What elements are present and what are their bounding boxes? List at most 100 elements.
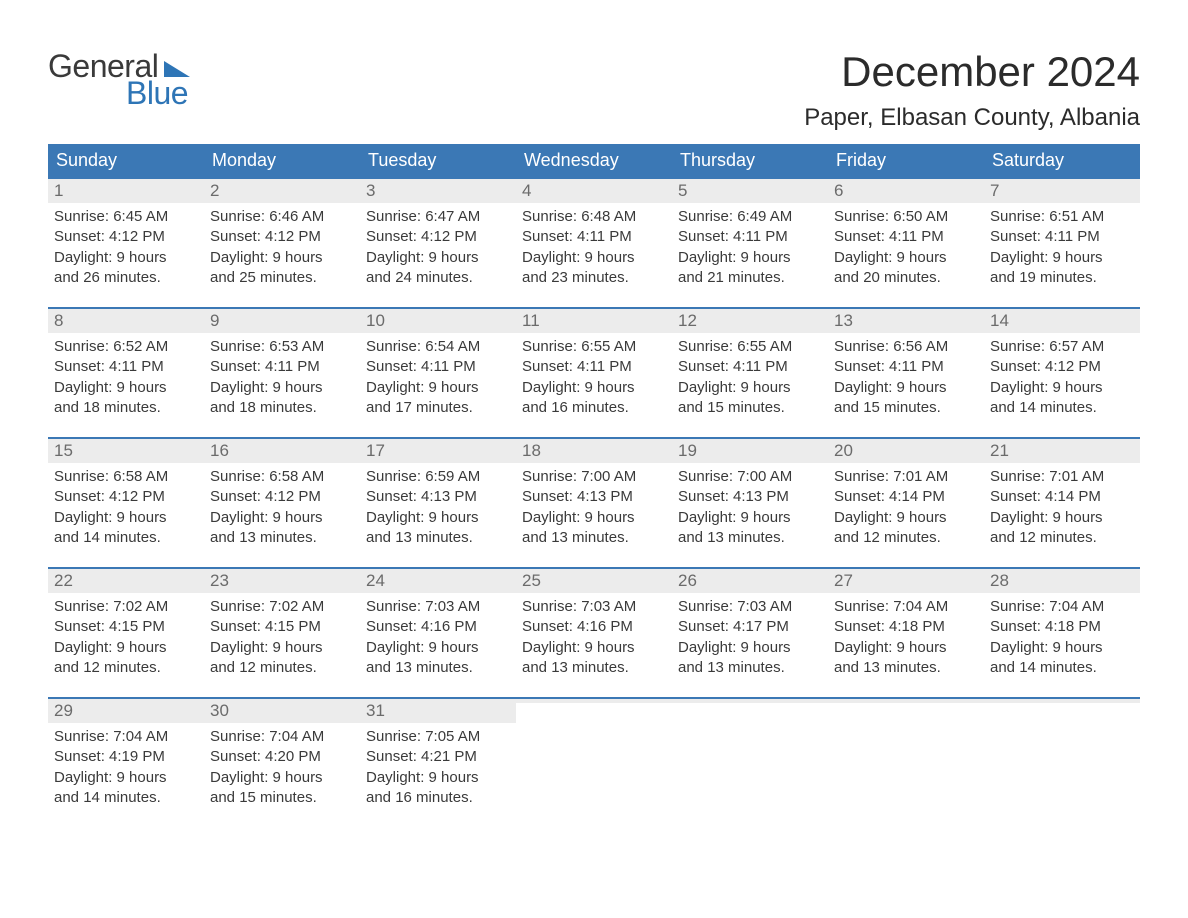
day-number: 22 <box>48 569 204 593</box>
day-d1: Daylight: 9 hours <box>54 248 198 268</box>
day-content: Sunrise: 6:47 AMSunset: 4:12 PMDaylight:… <box>360 203 516 304</box>
day-d1: Daylight: 9 hours <box>522 508 666 528</box>
day-content: Sunrise: 6:45 AMSunset: 4:12 PMDaylight:… <box>48 203 204 304</box>
day-sunset: Sunset: 4:21 PM <box>366 747 510 767</box>
day-number: 16 <box>204 439 360 463</box>
day-number: 20 <box>828 439 984 463</box>
day-d1: Daylight: 9 hours <box>210 508 354 528</box>
day-sunrise: Sunrise: 6:47 AM <box>366 207 510 227</box>
day-number: 2 <box>204 179 360 203</box>
day-number: 25 <box>516 569 672 593</box>
day-content: Sunrise: 6:48 AMSunset: 4:11 PMDaylight:… <box>516 203 672 304</box>
day-sunset: Sunset: 4:11 PM <box>834 357 978 377</box>
day-number: 10 <box>360 309 516 333</box>
logo: General Blue <box>48 48 190 112</box>
day-sunset: Sunset: 4:11 PM <box>678 357 822 377</box>
day-d1: Daylight: 9 hours <box>990 638 1134 658</box>
day-content: Sunrise: 7:04 AMSunset: 4:18 PMDaylight:… <box>984 593 1140 694</box>
day-header-sunday: Sunday <box>48 144 204 177</box>
day-d1: Daylight: 9 hours <box>210 768 354 788</box>
day-d2: and 14 minutes. <box>54 788 198 808</box>
day-sunrise: Sunrise: 6:52 AM <box>54 337 198 357</box>
day-number: 13 <box>828 309 984 333</box>
location: Paper, Elbasan County, Albania <box>804 104 1140 132</box>
day-d2: and 14 minutes. <box>990 398 1134 418</box>
day-content: Sunrise: 6:51 AMSunset: 4:11 PMDaylight:… <box>984 203 1140 304</box>
calendar: Sunday Monday Tuesday Wednesday Thursday… <box>48 144 1140 827</box>
day-number: 23 <box>204 569 360 593</box>
day-sunset: Sunset: 4:11 PM <box>678 227 822 247</box>
day-d1: Daylight: 9 hours <box>834 638 978 658</box>
day-cell: 30Sunrise: 7:04 AMSunset: 4:20 PMDayligh… <box>204 699 360 827</box>
day-d2: and 12 minutes. <box>210 658 354 678</box>
day-sunset: Sunset: 4:12 PM <box>366 227 510 247</box>
day-d1: Daylight: 9 hours <box>522 378 666 398</box>
day-headers: Sunday Monday Tuesday Wednesday Thursday… <box>48 144 1140 177</box>
day-content: Sunrise: 6:54 AMSunset: 4:11 PMDaylight:… <box>360 333 516 434</box>
day-sunset: Sunset: 4:11 PM <box>522 357 666 377</box>
day-sunset: Sunset: 4:12 PM <box>210 487 354 507</box>
day-sunrise: Sunrise: 7:03 AM <box>366 597 510 617</box>
day-sunrise: Sunrise: 6:51 AM <box>990 207 1134 227</box>
day-number: 8 <box>48 309 204 333</box>
day-d2: and 15 minutes. <box>834 398 978 418</box>
day-cell: 16Sunrise: 6:58 AMSunset: 4:12 PMDayligh… <box>204 439 360 567</box>
day-cell: 2Sunrise: 6:46 AMSunset: 4:12 PMDaylight… <box>204 179 360 307</box>
day-cell <box>828 699 984 827</box>
day-content: Sunrise: 7:01 AMSunset: 4:14 PMDaylight:… <box>984 463 1140 564</box>
day-sunset: Sunset: 4:15 PM <box>210 617 354 637</box>
day-sunrise: Sunrise: 7:01 AM <box>990 467 1134 487</box>
day-sunrise: Sunrise: 6:48 AM <box>522 207 666 227</box>
day-d2: and 13 minutes. <box>522 658 666 678</box>
day-number: 27 <box>828 569 984 593</box>
day-cell: 25Sunrise: 7:03 AMSunset: 4:16 PMDayligh… <box>516 569 672 697</box>
day-header-monday: Monday <box>204 144 360 177</box>
day-cell: 20Sunrise: 7:01 AMSunset: 4:14 PMDayligh… <box>828 439 984 567</box>
day-d1: Daylight: 9 hours <box>678 248 822 268</box>
day-number: 3 <box>360 179 516 203</box>
day-cell: 19Sunrise: 7:00 AMSunset: 4:13 PMDayligh… <box>672 439 828 567</box>
day-header-friday: Friday <box>828 144 984 177</box>
day-d1: Daylight: 9 hours <box>210 248 354 268</box>
week-row: 15Sunrise: 6:58 AMSunset: 4:12 PMDayligh… <box>48 437 1140 567</box>
day-sunrise: Sunrise: 7:04 AM <box>210 727 354 747</box>
day-cell: 14Sunrise: 6:57 AMSunset: 4:12 PMDayligh… <box>984 309 1140 437</box>
day-content: Sunrise: 6:57 AMSunset: 4:12 PMDaylight:… <box>984 333 1140 434</box>
day-sunrise: Sunrise: 6:57 AM <box>990 337 1134 357</box>
day-sunset: Sunset: 4:19 PM <box>54 747 198 767</box>
day-content: Sunrise: 7:04 AMSunset: 4:20 PMDaylight:… <box>204 723 360 824</box>
day-sunrise: Sunrise: 7:00 AM <box>678 467 822 487</box>
day-sunrise: Sunrise: 7:04 AM <box>990 597 1134 617</box>
day-number <box>984 699 1140 703</box>
day-d2: and 20 minutes. <box>834 268 978 288</box>
day-sunrise: Sunrise: 6:58 AM <box>54 467 198 487</box>
day-sunrise: Sunrise: 7:02 AM <box>54 597 198 617</box>
day-d2: and 12 minutes. <box>834 528 978 548</box>
day-content: Sunrise: 6:52 AMSunset: 4:11 PMDaylight:… <box>48 333 204 434</box>
day-number: 21 <box>984 439 1140 463</box>
day-content: Sunrise: 7:00 AMSunset: 4:13 PMDaylight:… <box>516 463 672 564</box>
day-cell: 29Sunrise: 7:04 AMSunset: 4:19 PMDayligh… <box>48 699 204 827</box>
day-d1: Daylight: 9 hours <box>366 378 510 398</box>
day-sunset: Sunset: 4:16 PM <box>522 617 666 637</box>
day-sunset: Sunset: 4:11 PM <box>210 357 354 377</box>
day-sunset: Sunset: 4:11 PM <box>990 227 1134 247</box>
day-sunrise: Sunrise: 7:05 AM <box>366 727 510 747</box>
day-d1: Daylight: 9 hours <box>522 248 666 268</box>
day-d2: and 13 minutes. <box>366 528 510 548</box>
day-d1: Daylight: 9 hours <box>990 508 1134 528</box>
weeks-container: 1Sunrise: 6:45 AMSunset: 4:12 PMDaylight… <box>48 177 1140 827</box>
day-cell: 23Sunrise: 7:02 AMSunset: 4:15 PMDayligh… <box>204 569 360 697</box>
day-sunrise: Sunrise: 7:01 AM <box>834 467 978 487</box>
day-number: 15 <box>48 439 204 463</box>
day-content: Sunrise: 7:04 AMSunset: 4:18 PMDaylight:… <box>828 593 984 694</box>
day-d1: Daylight: 9 hours <box>834 248 978 268</box>
day-d2: and 14 minutes. <box>54 528 198 548</box>
day-d1: Daylight: 9 hours <box>210 378 354 398</box>
day-number: 19 <box>672 439 828 463</box>
day-sunset: Sunset: 4:14 PM <box>834 487 978 507</box>
day-d2: and 25 minutes. <box>210 268 354 288</box>
day-d1: Daylight: 9 hours <box>678 508 822 528</box>
day-d2: and 13 minutes. <box>678 528 822 548</box>
day-number <box>672 699 828 703</box>
